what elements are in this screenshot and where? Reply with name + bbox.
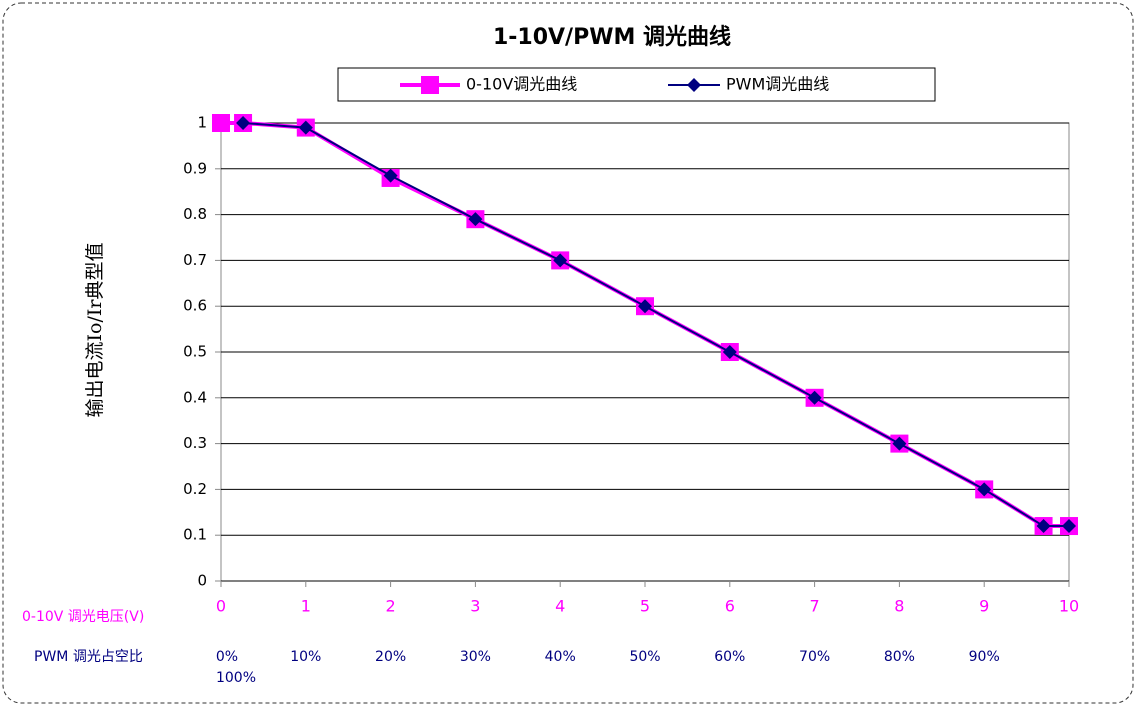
x-tick-label: 9 [979,597,989,616]
x-tick-label: 10 [1059,597,1079,616]
marker [892,436,907,451]
y-tick-label: 0.3 [183,434,207,452]
x-tick-label: 2 [386,597,396,616]
pwm-label: 40% [545,649,576,665]
y-tick-label: 0.7 [183,251,207,269]
chart-title: 1-10V/PWM 调光曲线 [493,24,731,50]
legend-marker [687,78,701,92]
marker [468,212,483,227]
pwm-label: 10% [290,649,321,665]
pwm-label: 90% [969,649,1000,665]
marker [383,168,398,183]
marker [1062,519,1076,534]
pwm-label: 100% [216,670,256,686]
y-tick-label: 1 [197,114,207,132]
x-row-label: 0-10V 调光电压(V) [22,609,144,625]
x-tick-label: 8 [894,597,904,616]
pwm-label: 20% [375,649,406,665]
marker [553,253,568,268]
y-tick-label: 0.5 [183,343,207,361]
y-tick-label: 0.1 [183,526,207,544]
legend-label: 0-10V调光曲线 [466,75,577,94]
marker [807,390,822,405]
y-tick-label: 0 [197,572,207,590]
marker [298,120,313,135]
pwm-label: 30% [460,649,491,665]
pwm-label: 0% [216,649,238,665]
x-tick-label: 5 [640,597,650,616]
legend-marker [421,76,439,94]
y-axis-label: 输出电流Io/Ir典型值 [84,243,106,418]
marker [212,114,230,132]
x-tick-label: 6 [725,597,735,616]
pwm-label: 70% [799,649,830,665]
marker [722,345,737,359]
y-tick-label: 0.9 [183,159,207,177]
y-tick-label: 0.2 [183,480,207,498]
pwm-row-label: PWM 调光占空比 [34,649,143,665]
x-tick-label: 4 [555,597,565,616]
marker [236,116,251,130]
pwm-label: 50% [629,649,660,665]
pwm-label: 80% [884,649,915,665]
marker [638,299,652,314]
x-tick-label: 1 [301,597,311,616]
y-tick-label: 0.8 [183,205,207,223]
y-tick-label: 0.4 [183,388,207,406]
marker [977,482,992,497]
legend-label: PWM调光曲线 [726,75,829,94]
series-line [242,122,1069,528]
y-tick-label: 0.6 [183,297,207,315]
x-tick-label: 7 [810,597,820,616]
x-tick-label: 0 [216,597,226,616]
pwm-label: 60% [714,649,745,665]
marker [1036,519,1051,534]
x-tick-label: 3 [470,597,480,616]
